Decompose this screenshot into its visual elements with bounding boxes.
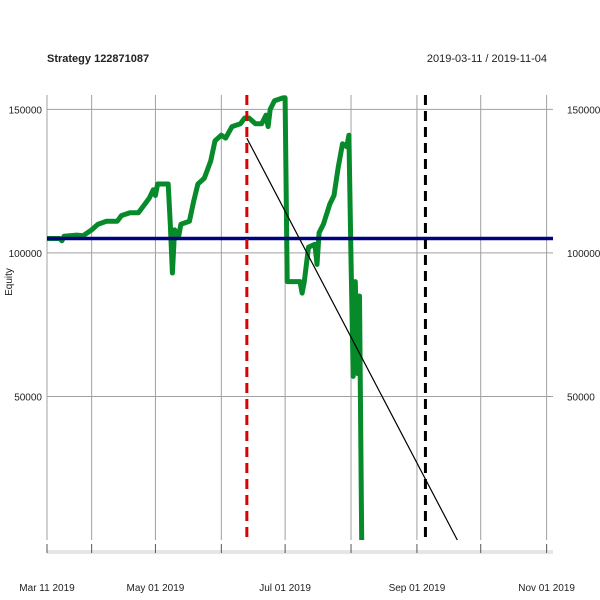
equity-line xyxy=(47,95,365,541)
y-tick-label-right: 150000 xyxy=(567,105,600,116)
x-tick-label: Jul 01 2019 xyxy=(259,583,311,594)
date-range-label: 2019-03-11 / 2019-11-04 xyxy=(427,53,547,65)
y-tick-label-left: 150000 xyxy=(9,105,43,116)
y-tick-label-left: 100000 xyxy=(9,249,43,260)
x-tick-label: Nov 01 2019 xyxy=(518,583,575,594)
chart-title: Strategy 122871087 xyxy=(47,53,149,65)
grid xyxy=(46,95,553,540)
trend-line xyxy=(246,137,458,541)
vertical-markers xyxy=(245,95,427,540)
y-tick-label-left: 50000 xyxy=(14,392,42,403)
x-tick-label: Mar 11 2019 xyxy=(19,583,75,594)
x-tick-label: May 01 2019 xyxy=(127,583,185,594)
y-tick-label-right: 100000 xyxy=(567,249,600,260)
axes: Mar 11 2019 May 01 2019 Jul 01 2019 Sep 01 … xyxy=(9,105,600,594)
x-tick-label: Sep 01 2019 xyxy=(389,583,446,594)
y-axis-label: Equity xyxy=(4,268,15,296)
series xyxy=(47,95,553,541)
y-tick-label-right: 50000 xyxy=(567,392,595,403)
